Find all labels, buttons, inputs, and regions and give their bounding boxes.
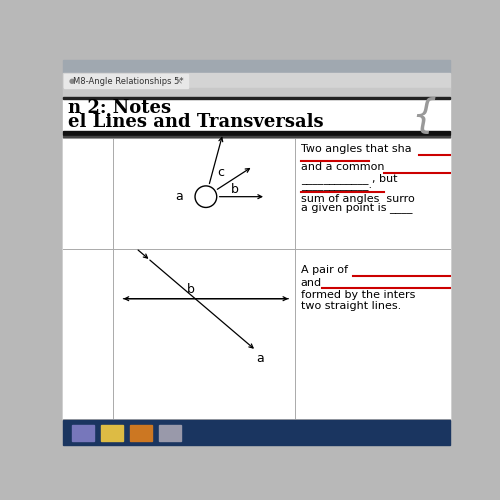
Bar <box>62 60 450 74</box>
Bar <box>62 136 450 137</box>
Text: b: b <box>186 282 194 296</box>
Bar <box>72 424 94 441</box>
Text: ×: × <box>175 76 183 86</box>
Text: el Lines and Transversals: el Lines and Transversals <box>68 112 324 130</box>
Bar <box>160 424 180 441</box>
Bar <box>62 74 450 89</box>
Bar <box>62 420 450 445</box>
Text: formed by the inters: formed by the inters <box>301 290 415 300</box>
Bar <box>62 138 450 419</box>
Text: c: c <box>217 166 224 179</box>
Bar <box>64 74 188 88</box>
Text: b: b <box>231 183 239 196</box>
Circle shape <box>195 186 216 208</box>
Bar <box>62 88 450 96</box>
Bar <box>130 424 152 441</box>
Text: a: a <box>256 352 264 365</box>
Text: ●: ● <box>68 78 74 84</box>
Text: and: and <box>301 278 322 287</box>
Bar <box>101 424 122 441</box>
Text: two straight lines.: two straight lines. <box>301 302 401 312</box>
Text: ____________.: ____________. <box>301 182 372 192</box>
Text: a: a <box>176 190 184 203</box>
Bar <box>62 96 450 98</box>
Text: a given point is ____: a given point is ____ <box>301 202 412 212</box>
Text: Two angles that sha: Two angles that sha <box>301 144 412 154</box>
Text: ____________ , but: ____________ , but <box>301 173 398 184</box>
Text: n 2: Notes: n 2: Notes <box>68 99 172 117</box>
Bar <box>62 131 450 134</box>
Text: {: { <box>411 96 436 134</box>
Text: and a common: and a common <box>301 162 384 172</box>
Text: A pair of: A pair of <box>301 265 348 275</box>
Text: sum of angles  surro: sum of angles surro <box>301 194 414 204</box>
Bar <box>62 98 450 420</box>
Text: M8-Angle Relationships 5*: M8-Angle Relationships 5* <box>74 76 184 86</box>
